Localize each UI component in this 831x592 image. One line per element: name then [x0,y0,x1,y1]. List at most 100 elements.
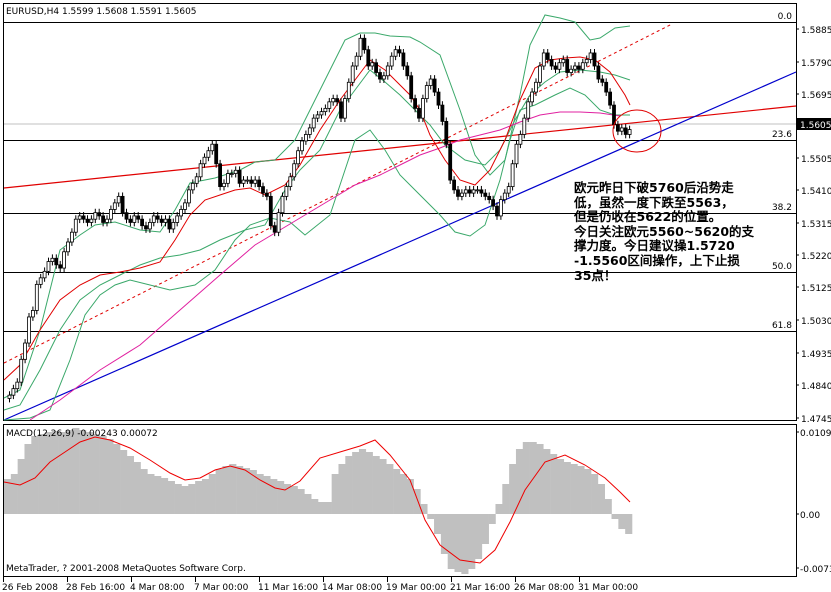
candle [77,215,82,220]
macd-histogram-bar [372,456,380,514]
macd-histogram-bar [468,514,476,569]
macd-axis-label: 0.01091 [800,429,831,439]
candle [93,212,98,220]
macd-histogram-bar [625,514,633,534]
candle [136,215,141,220]
macd-histogram-bar [318,502,326,514]
candle [58,264,63,269]
macd-histogram-bar [481,514,489,544]
bollinger-lower [3,87,630,421]
macd-histogram-bar [556,459,565,514]
macd-histogram-bar [584,469,592,514]
candle [553,65,558,70]
candle [15,381,20,390]
price-axis-label: 1.4745 [801,415,831,425]
candle [409,75,414,99]
price-axis-label: 1.5695 [801,91,831,101]
fibonacci-levels: 0.0 23.6 38.2 50.0 61.8 [4,12,796,332]
candle [393,49,398,57]
macd-histogram-bar [113,444,121,514]
macd-histogram-bar [58,432,66,514]
macd-histogram-bar [79,430,87,514]
candle [420,98,425,119]
candle [66,241,70,253]
candle [459,192,464,197]
candle [179,209,184,217]
macd-histogram-bar [522,442,530,514]
candle [339,101,343,119]
candle [335,98,340,103]
candle [128,218,133,223]
candle [483,192,488,197]
candle [573,65,577,70]
candle [510,163,515,187]
candle [530,91,534,103]
macd-histogram-bar [447,514,455,569]
candle [440,104,445,122]
candle [30,310,35,318]
macd-histogram-bar [399,474,408,514]
annotation-line: 今日关注欧元5560~5620的支 [574,223,755,239]
macd-histogram-bar [338,464,346,514]
macd-histogram-bar [126,456,134,514]
candle [588,52,593,60]
candle [186,189,191,204]
candle [456,189,460,197]
time-axis-label: 14 Mar 08:00 [322,583,382,592]
candle [616,124,620,132]
macd-histogram-bar [591,474,599,514]
candle [70,231,74,243]
candle [331,98,336,103]
macd-histogram-bar [290,486,298,514]
candle [284,186,289,197]
candle [163,218,168,223]
macd-histogram-bar [147,474,155,514]
candle [300,140,304,152]
candle [50,257,55,262]
macd-histogram-bar [208,474,216,514]
copyright-text: MetaTrader, ? 2001-2008 MetaQuotes Softw… [6,564,246,574]
macd-histogram-bar [604,499,612,514]
candle [432,78,437,93]
annotation-line: 撑力度。今日建议操1.5720 [574,238,735,254]
time-axis-label: 11 Mar 16:00 [258,583,318,592]
macd-histogram-bar [120,450,128,514]
candle [34,283,39,311]
candle [315,114,320,119]
candle [323,107,328,113]
candle [112,202,117,210]
macd-histogram-bar [515,449,524,514]
macd-histogram-bar [488,514,496,524]
candle [417,107,421,119]
candle [522,117,527,135]
macd-histogram-bar [154,476,162,514]
macd-histogram-bar [161,478,169,514]
candle [46,261,51,272]
macd-histogram-bar [331,474,339,514]
macd-histogram-bar [38,434,46,514]
candle [370,62,375,67]
candle [487,195,492,201]
macd-histogram-bar [406,479,414,514]
price-pane-frame [3,3,797,421]
macd-histogram-bar [72,428,80,514]
candle [498,199,503,217]
annotation-line: 欧元昨日下破5760后沿势走 [574,180,734,195]
price-axis-label: 1.4840 [801,382,831,392]
candle [362,37,367,51]
macd-histogram-bar [17,459,25,514]
macd-histogram-bar [509,464,517,514]
candle [167,218,172,230]
candle [38,277,43,285]
chart-title: EURUSD,H4 1.5599 1.5608 1.5591 1.5605 [6,7,197,17]
macd-histogram-bar [434,514,442,534]
price-axis-label: 1.5315 [801,220,831,230]
candle [97,212,102,217]
macd-histogram-bar [188,484,196,514]
macd-histogram-bar [577,466,585,514]
macd-signal-line [3,436,631,564]
macd-histogram-bar [365,452,373,514]
candle [222,182,226,187]
macd-axis: 0.01091 0.00 -0.00738 [796,429,831,575]
moving-average-magenta [29,111,621,421]
